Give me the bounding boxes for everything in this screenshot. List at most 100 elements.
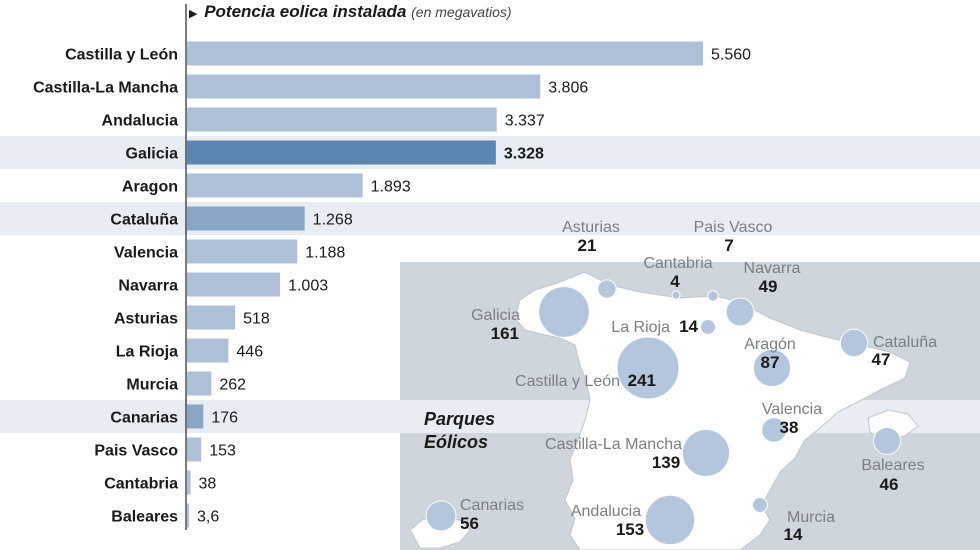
map-spain-outline [514,271,911,550]
row-band [0,202,980,235]
bar-category-label: Andalucia [102,113,179,130]
map-bubble [725,297,755,327]
map-region-label: Galicia [471,307,520,324]
bar [187,74,541,99]
bar-category-label: Baleares [111,509,178,526]
map-region-value: 14 [679,317,698,336]
map-region-label: Cataluña [873,334,937,351]
map-bubble [597,279,617,299]
bar-category-label: Cataluña [110,212,178,229]
bar-value-label: 38 [199,476,217,493]
bar [187,371,212,396]
bar-value-label: 1.893 [371,179,411,196]
map-bubble [538,286,590,338]
map-region-label: Baleares [861,457,924,474]
bar [187,470,191,495]
bar [187,140,496,165]
map-bubble [700,319,716,335]
bars-layer: Castilla y León 5.560 Castilla-La Mancha 3.… [33,41,751,528]
map-region-label: Castilla y León [515,373,620,390]
bar-value-label: 3.806 [548,80,588,97]
map-bubble [671,290,681,300]
bar-value-label: 5.560 [711,47,751,64]
bar-value-label: 3,6 [197,509,219,526]
bar-category-label: Canarias [110,410,178,427]
map-region-label: Valencia [762,401,822,418]
bar [187,503,189,528]
bar-category-label: Castilla-La Mancha [33,80,178,97]
bar-value-label: 3.337 [505,113,545,130]
map-region-label: Cantabria [643,255,712,272]
bar-category-label: Castilla y León [65,47,178,64]
bar-value-label: 1.188 [305,245,345,262]
map-region-value: 21 [578,236,597,255]
bar-value-label: 446 [236,344,263,361]
bar-category-label: Asturias [114,311,178,328]
map-bubble [761,417,787,443]
map-region-label: Castilla-La Mancha [545,436,682,453]
bar [187,305,236,330]
map-region-value: 139 [652,453,680,472]
bar-value-label: 518 [243,311,270,328]
map-region-value: 47 [872,350,891,369]
map-bubble [872,426,902,456]
map-region-label: La Rioja [611,319,670,336]
map-region-label: Navarra [744,260,801,277]
map-region-label: Pais Vasco [694,219,773,236]
bar-category-label: Valencia [114,245,178,262]
bar-value-label: 3.328 [504,146,544,163]
chart-title-main: Potencia eolica instalada [204,2,407,21]
map-region-value: 161 [491,324,519,343]
bar-category-label: Pais Vasco [94,443,178,460]
map-bubble [681,428,731,478]
map-region-value: 7 [724,236,733,255]
bar-category-label: Murcia [126,377,178,394]
map-bubble [839,328,869,358]
map-region-value: 14 [784,525,803,544]
map-title-line2: Eólicos [424,432,488,452]
bar-value-label: 153 [209,443,236,460]
map-bubble [616,336,680,400]
map-region-value: 46 [880,475,899,494]
bar-value-label: 1.003 [288,278,328,295]
bar-value-label: 1.268 [313,212,353,229]
map-bubble [707,290,719,302]
map-region-label: Canarias [460,497,524,514]
map-region-label: Asturias [562,219,620,236]
chart-title-sub: (en megavatios) [411,4,512,20]
map-bubble [425,500,457,532]
map-region-value: 87 [761,353,780,372]
bar-category-label: Cantabria [104,476,178,493]
map-region-label: Andalucia [571,503,641,520]
bar [187,173,363,198]
bar [187,404,204,429]
bar-value-label: 262 [219,377,246,394]
bar [187,206,305,231]
bar [187,272,281,297]
bar [187,41,703,66]
map-title-line1: Parques [424,409,495,429]
bar-value-label: 176 [211,410,238,427]
bar [187,437,202,462]
bar-category-label: Navarra [118,278,178,295]
play-arrow-icon: ▶ [189,8,198,20]
bar [187,338,229,363]
map-region-value: 4 [670,272,680,291]
map-bubble [752,497,768,513]
chart-title: ▶ Potencia eolica instalada (en megavati… [189,1,512,23]
map-region-value: 153 [616,520,644,539]
map-region-value: 49 [759,277,778,296]
bar [187,239,298,264]
map-region-label: Aragón [744,336,796,353]
map-bubble [644,494,696,546]
map-bubble [752,348,792,388]
bar-category-label: Galicia [126,146,179,163]
map-region-label: Murcia [787,509,835,526]
map-region-value: 241 [628,371,656,390]
map-region-value: 38 [780,418,799,437]
bar-category-label: Aragon [122,179,178,196]
bar-category-label: La Rioja [116,344,178,361]
bar [187,107,497,132]
